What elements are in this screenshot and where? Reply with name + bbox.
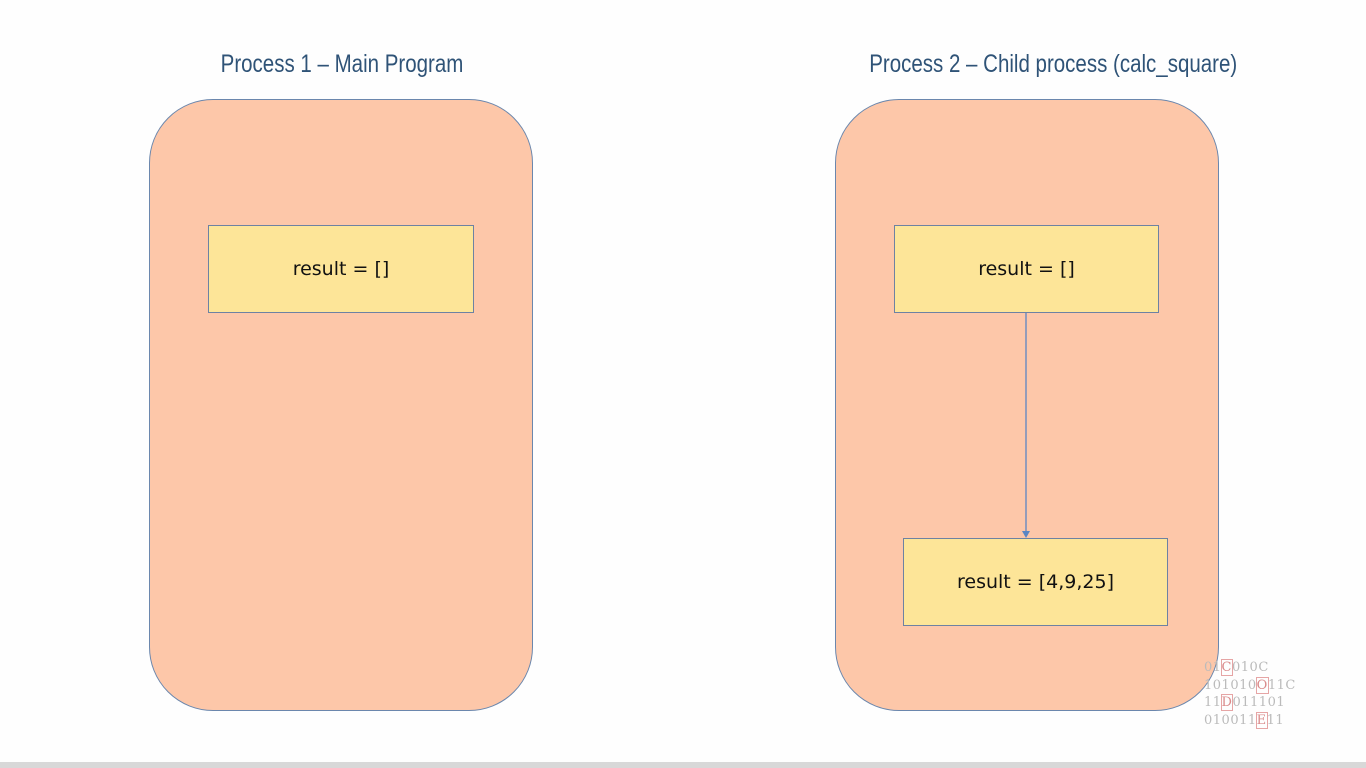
process-1-panel (149, 99, 533, 711)
process-2-result-initial-box: result = [] (894, 225, 1159, 313)
watermark-line: 01C010C (1204, 659, 1269, 676)
process-2-result-final-box: result = [4,9,25] (903, 538, 1168, 626)
process-1-result-box: result = [] (208, 225, 474, 313)
watermark-line: 11D011101 (1204, 694, 1286, 711)
process-2-title: Process 2 – Child process (calc_square) (869, 50, 1238, 78)
process-1-title: Process 1 – Main Program (220, 50, 464, 78)
bottom-bar (0, 762, 1366, 768)
watermark-line: 010011E11 (1204, 711, 1285, 729)
logo-watermark: 01C010C 101010O11C 11D011101 010011E11 (1204, 659, 1304, 735)
process-1-result-label: result = [] (292, 258, 390, 280)
process-2-result-initial-label: result = [] (978, 258, 1075, 280)
watermark-line: 101010O11C (1204, 676, 1296, 694)
process-2-result-final-label: result = [4,9,25] (956, 571, 1114, 593)
